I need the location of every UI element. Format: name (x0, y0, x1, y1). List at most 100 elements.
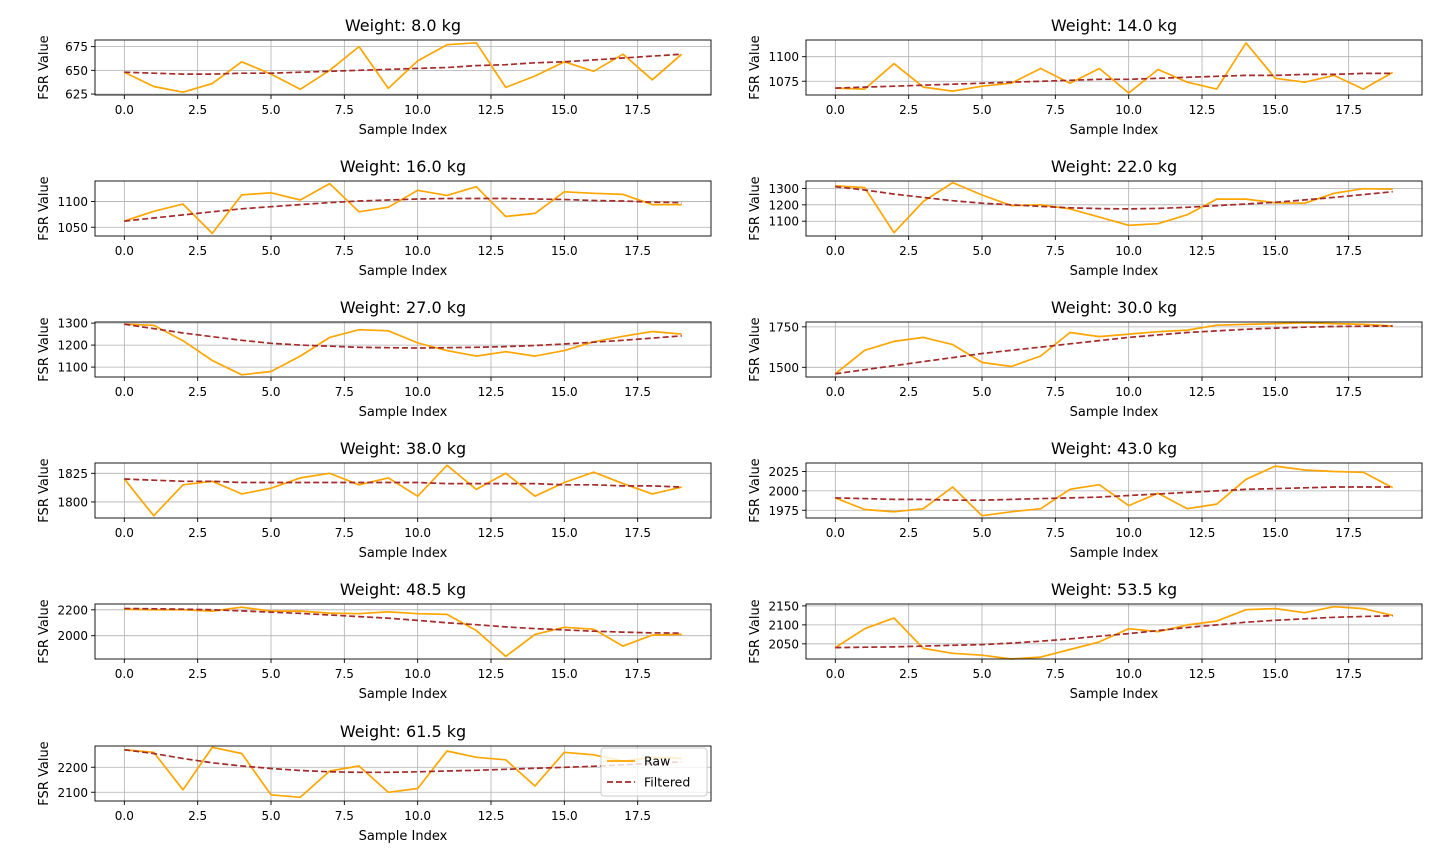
filtered-series-line (124, 54, 681, 74)
x-tick-label: 7.5 (1046, 526, 1065, 540)
x-tick-label: 12.5 (478, 385, 505, 399)
x-tick-label: 15.0 (1262, 244, 1289, 258)
x-tick-label: 12.5 (478, 244, 505, 258)
y-axis-label: FSR Value (37, 176, 52, 240)
y-axis-label: FSR Value (37, 741, 52, 805)
x-tick-label: 0.0 (115, 103, 134, 117)
x-tick-label: 7.5 (335, 103, 354, 117)
x-tick-label: 15.0 (551, 244, 578, 258)
x-tick-label: 7.5 (1046, 385, 1065, 399)
x-tick-label: 10.0 (1115, 244, 1142, 258)
raw-series-line (124, 607, 681, 656)
x-axis-label: Sample Index (359, 687, 448, 702)
filtered-series-line (124, 479, 681, 487)
x-tick-label: 17.5 (624, 667, 651, 681)
x-tick-label: 5.0 (261, 103, 280, 117)
x-tick-label: 0.0 (115, 244, 134, 258)
x-tick-label: 2.5 (899, 667, 918, 681)
x-tick-label: 10.0 (404, 526, 431, 540)
y-tick-label: 675 (65, 40, 88, 54)
y-axis-label: FSR Value (37, 599, 52, 663)
x-tick-label: 17.5 (624, 385, 651, 399)
x-tick-label: 12.5 (1189, 667, 1216, 681)
legend-filtered-label: Filtered (644, 775, 690, 790)
x-tick-label: 12.5 (1189, 103, 1216, 117)
y-tick-label: 2000 (57, 629, 88, 643)
x-tick-label: 0.0 (826, 244, 845, 258)
filtered-series-line (835, 487, 1392, 500)
x-tick-label: 10.0 (404, 667, 431, 681)
y-tick-label: 1200 (57, 339, 88, 353)
x-tick-label: 12.5 (1189, 385, 1216, 399)
x-tick-label: 15.0 (1262, 526, 1289, 540)
x-tick-label: 2.5 (899, 103, 918, 117)
x-tick-label: 10.0 (1115, 385, 1142, 399)
y-tick-label: 625 (65, 88, 88, 102)
x-tick-label: 0.0 (826, 526, 845, 540)
x-tick-label: 0.0 (826, 667, 845, 681)
x-tick-label: 10.0 (404, 244, 431, 258)
x-tick-label: 2.5 (899, 385, 918, 399)
x-axis-label: Sample Index (1070, 546, 1159, 561)
x-tick-label: 12.5 (478, 809, 505, 823)
x-tick-label: 15.0 (1262, 667, 1289, 681)
y-axis-label: FSR Value (748, 317, 763, 381)
x-tick-label: 17.5 (624, 244, 651, 258)
x-tick-label: 0.0 (115, 385, 134, 399)
x-tick-label: 5.0 (261, 809, 280, 823)
x-tick-label: 2.5 (188, 809, 207, 823)
x-tick-label: 17.5 (1335, 103, 1362, 117)
y-tick-label: 1825 (57, 467, 88, 481)
y-axis-label: FSR Value (748, 35, 763, 99)
y-tick-label: 2000 (768, 484, 799, 498)
y-tick-label: 1100 (768, 50, 799, 64)
x-tick-label: 7.5 (1046, 667, 1065, 681)
x-tick-label: 2.5 (899, 526, 918, 540)
x-tick-label: 12.5 (478, 103, 505, 117)
subplot-title: Weight: 27.0 kg (340, 298, 466, 317)
x-tick-label: 17.5 (1335, 385, 1362, 399)
x-tick-label: 5.0 (261, 385, 280, 399)
subplot-title: Weight: 8.0 kg (345, 16, 461, 35)
x-axis-label: Sample Index (359, 829, 448, 844)
x-tick-label: 17.5 (1335, 667, 1362, 681)
x-axis-label: Sample Index (359, 264, 448, 279)
y-tick-label: 1800 (57, 495, 88, 509)
y-tick-label: 2200 (57, 603, 88, 617)
x-tick-label: 5.0 (972, 667, 991, 681)
x-tick-label: 0.0 (826, 103, 845, 117)
x-tick-label: 15.0 (551, 103, 578, 117)
x-axis-label: Sample Index (1070, 264, 1159, 279)
y-tick-label: 1075 (768, 75, 799, 89)
y-tick-label: 1050 (57, 221, 88, 235)
axes-frame (95, 463, 711, 518)
axes-frame (95, 322, 711, 377)
x-axis-label: Sample Index (359, 546, 448, 561)
x-tick-label: 0.0 (826, 385, 845, 399)
x-tick-label: 17.5 (624, 103, 651, 117)
raw-series-line (124, 465, 681, 515)
y-tick-label: 2150 (768, 599, 799, 613)
y-tick-label: 1100 (768, 215, 799, 229)
x-axis-label: Sample Index (359, 123, 448, 138)
raw-series-line (124, 43, 681, 92)
x-tick-label: 15.0 (551, 385, 578, 399)
subplot-title: Weight: 48.5 kg (340, 580, 466, 599)
x-tick-label: 2.5 (188, 526, 207, 540)
x-tick-label: 12.5 (478, 667, 505, 681)
y-axis-label: FSR Value (37, 35, 52, 99)
x-tick-label: 10.0 (1115, 667, 1142, 681)
y-tick-label: 1300 (768, 182, 799, 196)
subplot-title: Weight: 53.5 kg (1051, 580, 1177, 599)
axes-frame (806, 604, 1422, 659)
x-tick-label: 2.5 (188, 667, 207, 681)
x-axis-label: Sample Index (1070, 405, 1159, 420)
x-tick-label: 7.5 (335, 526, 354, 540)
x-axis-label: Sample Index (359, 405, 448, 420)
